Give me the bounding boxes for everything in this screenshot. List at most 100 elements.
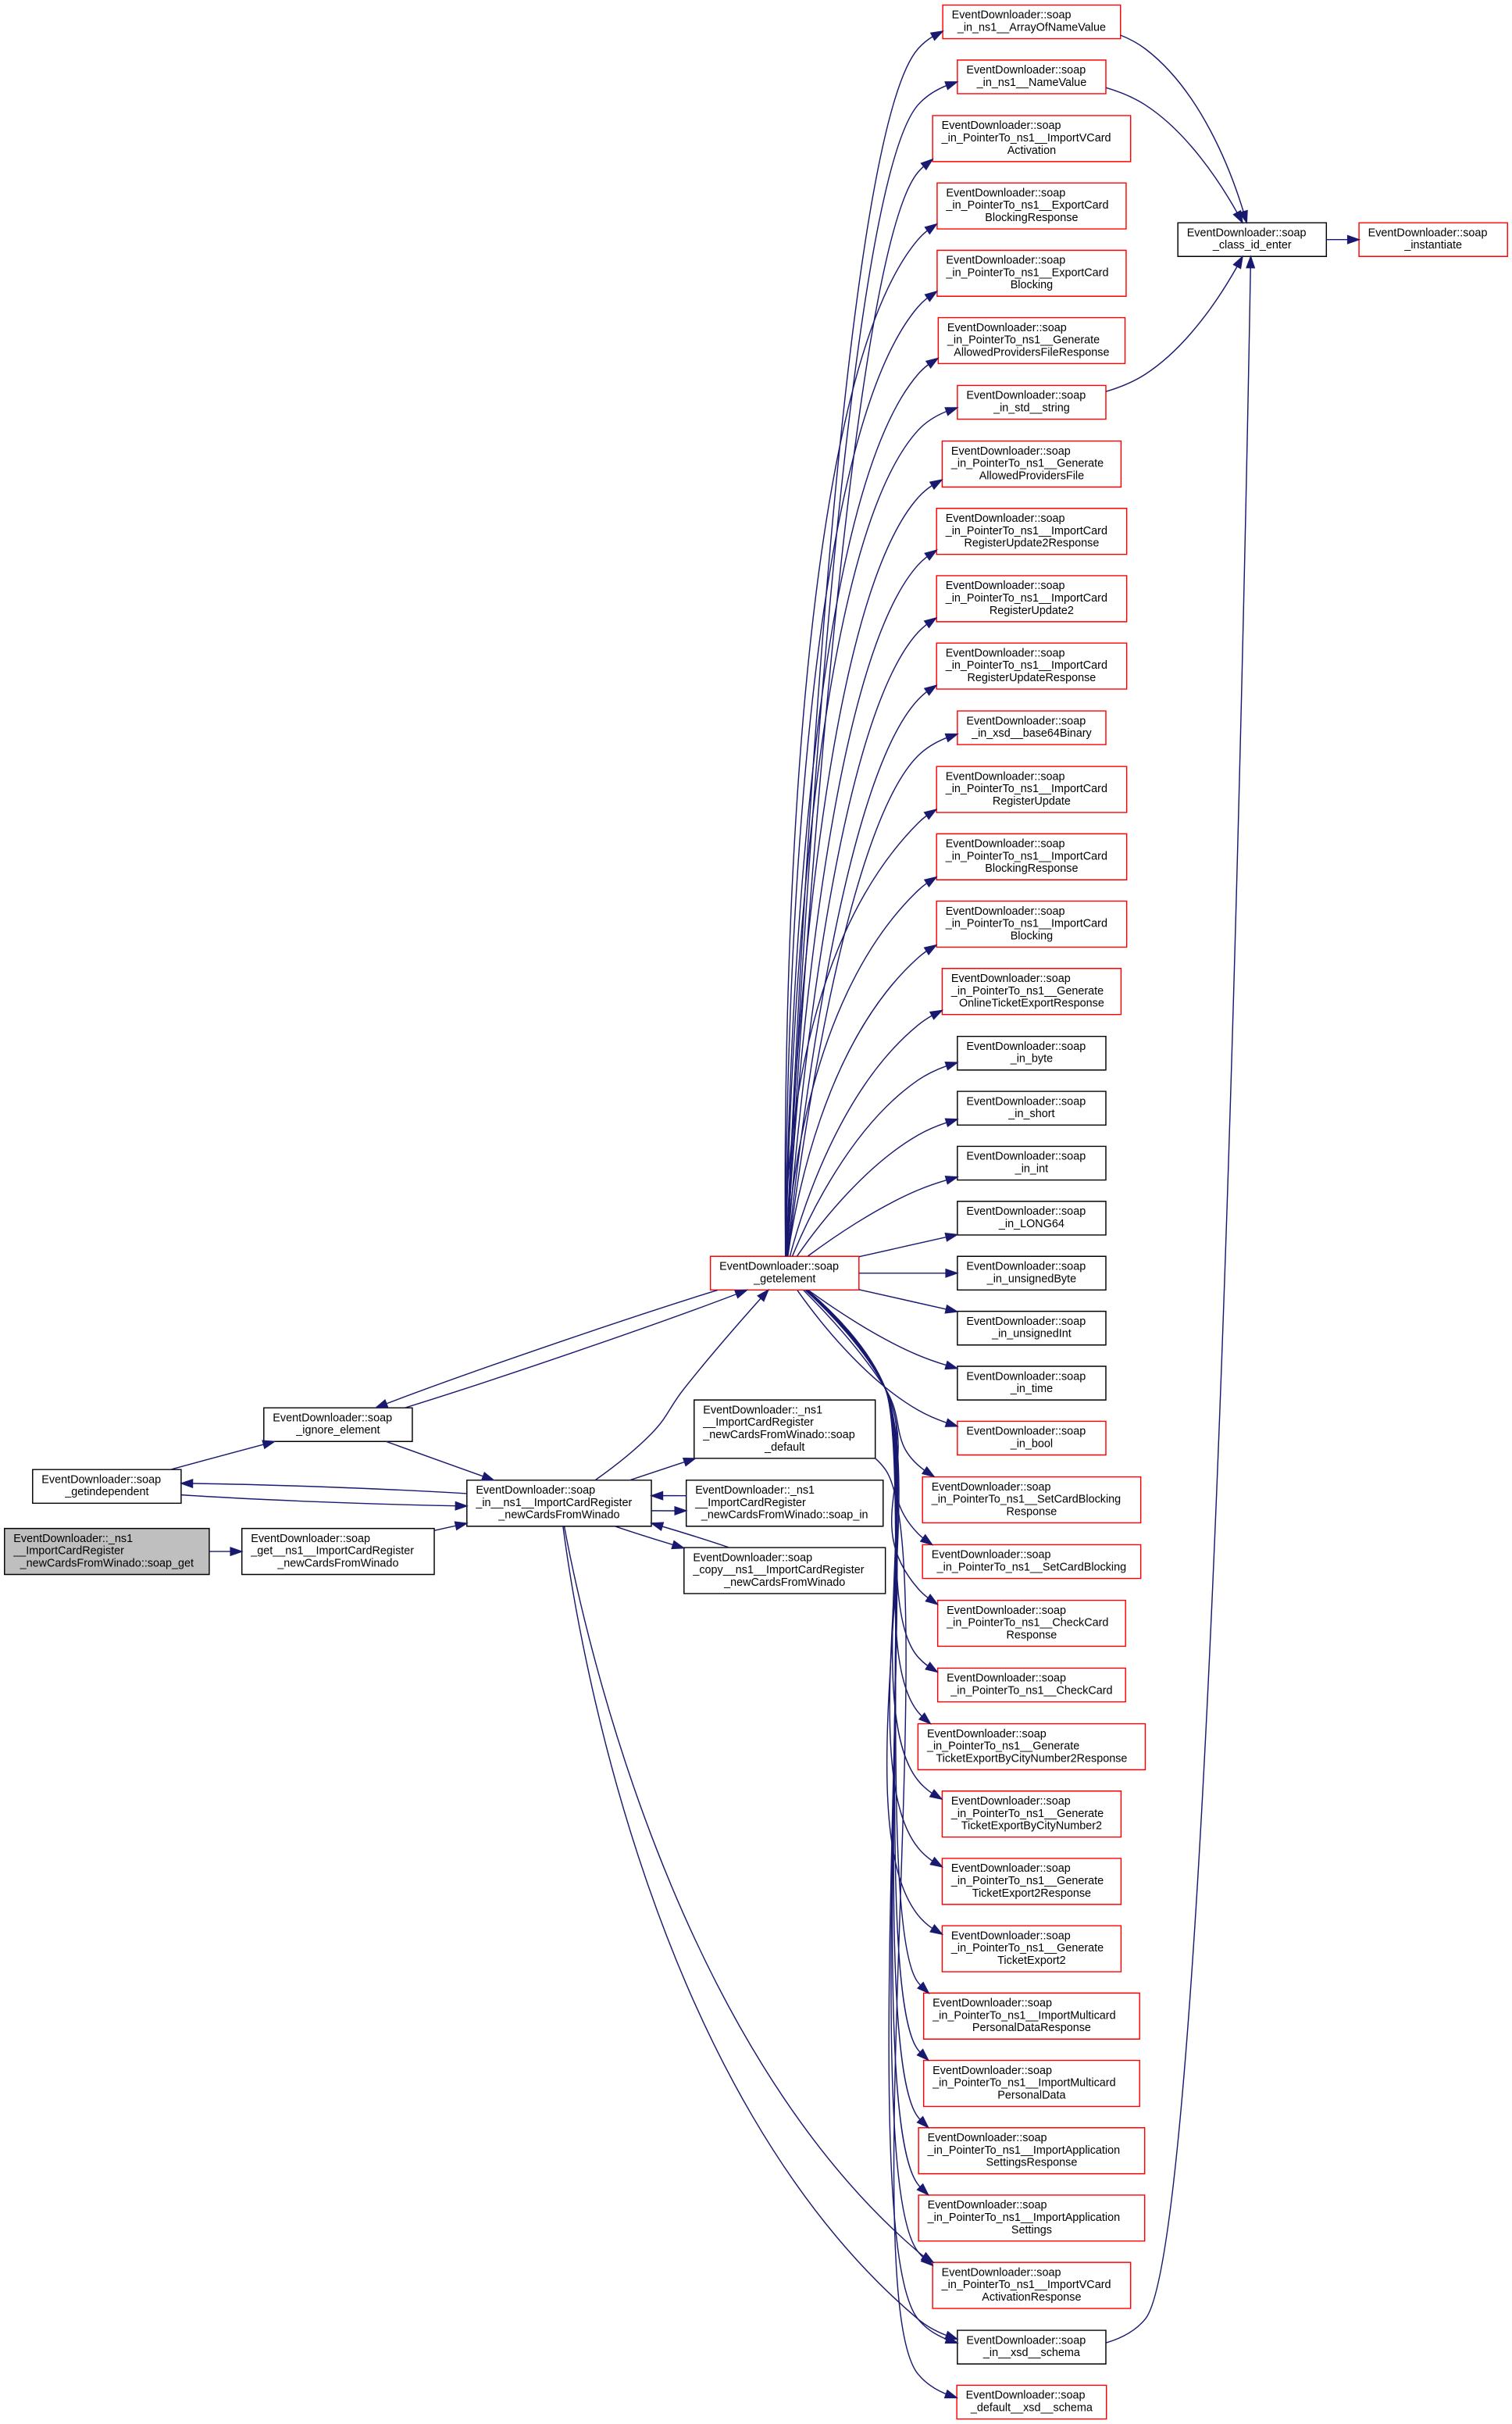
svg-text:_class_id_enter: _class_id_enter [1212,239,1292,252]
svg-text:_get__ns1__ImportCardRegister: _get__ns1__ImportCardRegister [250,1545,414,1558]
svg-text:_in__xsd__schema: _in__xsd__schema [982,2347,1080,2359]
svg-text:_newCardsFromWinado: _newCardsFromWinado [497,1509,619,1522]
svg-text:_instantiate: _instantiate [1403,239,1462,252]
svg-text:_in_PointerTo_ns1__ImportCard: _in_PointerTo_ns1__ImportCard [945,659,1107,672]
svg-text:_in_PointerTo_ns1__SetCardBloc: _in_PointerTo_ns1__SetCardBlocking [931,1494,1121,1506]
svg-text:EventDownloader::soap: EventDownloader::soap [946,187,1065,199]
svg-text:_default: _default [764,1441,804,1454]
svg-text:EventDownloader::soap: EventDownloader::soap [693,1551,812,1564]
svg-text:TicketExportByCityNumber2Respo: TicketExportByCityNumber2Response [936,1752,1127,1765]
svg-text:EventDownloader::soap: EventDownloader::soap [476,1484,595,1497]
svg-text:_in_std__string: _in_std__string [993,402,1070,415]
svg-text:EventDownloader::soap: EventDownloader::soap [966,1041,1086,1053]
svg-text:EventDownloader::soap: EventDownloader::soap [966,1426,1086,1438]
svg-text:_in_LONG64: _in_LONG64 [998,1218,1064,1230]
svg-text:_in_PointerTo_ns1__ExportCard: _in_PointerTo_ns1__ExportCard [945,266,1108,279]
svg-text:_in_PointerTo_ns1__Generate: _in_PointerTo_ns1__Generate [947,334,1100,347]
svg-text:EventDownloader::soap: EventDownloader::soap [947,322,1067,334]
svg-text:_default__xsd__schema: _default__xsd__schema [970,2401,1093,2414]
svg-text:_in_PointerTo_ns1__Generate: _in_PointerTo_ns1__Generate [950,985,1104,998]
svg-text:EventDownloader::_ns1: EventDownloader::_ns1 [703,1404,822,1416]
svg-text:EventDownloader::soap: EventDownloader::soap [951,1862,1071,1875]
svg-text:Response: Response [1007,1505,1057,1518]
svg-text:EventDownloader::soap: EventDownloader::soap [932,1549,1051,1562]
svg-text:_in_PointerTo_ns1__ImportAppli: _in_PointerTo_ns1__ImportApplication [927,2144,1120,2157]
svg-text:EventDownloader::soap: EventDownloader::soap [273,1412,392,1424]
svg-text:EventDownloader::soap: EventDownloader::soap [947,1605,1066,1617]
svg-text:EventDownloader::soap: EventDownloader::soap [966,1095,1086,1108]
svg-text:EventDownloader::soap: EventDownloader::soap [927,1728,1047,1740]
svg-text:EventDownloader::soap: EventDownloader::soap [966,2334,1086,2347]
svg-text:EventDownloader::soap: EventDownloader::soap [942,2266,1061,2279]
svg-text:EventDownloader::soap: EventDownloader::soap [966,1261,1086,1273]
svg-text:AllowedProvidersFile: AllowedProvidersFile [979,469,1084,482]
svg-text:_in_PointerTo_ns1__Generate: _in_PointerTo_ns1__Generate [950,1808,1104,1820]
svg-text:RegisterUpdateResponse: RegisterUpdateResponse [967,672,1096,684]
svg-text:BlockingResponse: BlockingResponse [985,212,1078,224]
svg-text:EventDownloader::soap: EventDownloader::soap [966,1370,1086,1383]
svg-text:BlockingResponse: BlockingResponse [985,862,1078,875]
svg-text:AllowedProvidersFileResponse: AllowedProvidersFileResponse [954,346,1109,359]
svg-text:TicketExportByCityNumber2: TicketExportByCityNumber2 [961,1820,1102,1833]
svg-text:RegisterUpdate2Response: RegisterUpdate2Response [964,537,1099,550]
svg-text:_in_PointerTo_ns1__ImportVCard: _in_PointerTo_ns1__ImportVCard [941,2279,1111,2291]
svg-text:_in_PointerTo_ns1__CheckCard: _in_PointerTo_ns1__CheckCard [950,1685,1112,1698]
svg-text:Blocking: Blocking [1011,930,1053,942]
svg-text:EventDownloader::soap: EventDownloader::soap [942,120,1061,132]
svg-text:OnlineTicketExportResponse: OnlineTicketExportResponse [959,998,1104,1010]
svg-text:__ImportCardRegister: __ImportCardRegister [694,1497,806,1509]
svg-text:SettingsResponse: SettingsResponse [986,2157,1078,2169]
svg-text:_in_PointerTo_ns1__ImportMulti: _in_PointerTo_ns1__ImportMulticard [932,2077,1115,2090]
svg-text:_in_byte: _in_byte [1010,1053,1053,1066]
svg-text:EventDownloader::soap: EventDownloader::soap [928,2132,1047,2144]
svg-text:EventDownloader::soap: EventDownloader::soap [946,647,1065,659]
svg-text:Blocking: Blocking [1011,279,1053,291]
svg-text:Settings: Settings [1011,2224,1052,2237]
svg-text:_in_PointerTo_ns1__SetCardBloc: _in_PointerTo_ns1__SetCardBlocking [936,1562,1126,1574]
svg-text:_newCardsFromWinado::soap: _newCardsFromWinado::soap [702,1429,854,1441]
svg-text:EventDownloader::soap: EventDownloader::soap [932,1481,1051,1494]
svg-text:EventDownloader::soap: EventDownloader::soap [952,9,1072,22]
svg-text:EventDownloader::soap: EventDownloader::soap [251,1533,370,1545]
svg-text:_newCardsFromWinado: _newCardsFromWinado [723,1576,845,1589]
svg-text:_in_PointerTo_ns1__Generate: _in_PointerTo_ns1__Generate [950,1942,1104,1955]
svg-text:_in_PointerTo_ns1__ImportMulti: _in_PointerTo_ns1__ImportMulticard [932,2009,1115,2022]
svg-text:EventDownloader::soap: EventDownloader::soap [951,973,1071,985]
svg-text:_newCardsFromWinado::soap_in: _newCardsFromWinado::soap_in [701,1509,868,1522]
svg-text:EventDownloader::_ns1: EventDownloader::_ns1 [13,1533,133,1545]
svg-text:_newCardsFromWinado: _newCardsFromWinado [276,1557,398,1569]
svg-text:EventDownloader::soap: EventDownloader::soap [1368,227,1488,239]
svg-text:_in_PointerTo_ns1__ImportCard: _in_PointerTo_ns1__ImportCard [945,783,1107,795]
svg-text:_ignore_element: _ignore_element [295,1424,380,1437]
svg-text:Activation: Activation [1007,145,1056,157]
svg-text:_getelement: _getelement [753,1273,815,1285]
svg-text:RegisterUpdate: RegisterUpdate [993,795,1071,808]
svg-text:EventDownloader::soap: EventDownloader::soap [966,1316,1086,1328]
svg-text:_in_PointerTo_ns1__Generate: _in_PointerTo_ns1__Generate [950,1875,1104,1887]
svg-text:_getindependent: _getindependent [64,1486,148,1498]
svg-text:_copy__ns1__ImportCardRegister: _copy__ns1__ImportCardRegister [692,1564,864,1576]
svg-text:_in_PointerTo_ns1__CheckCard: _in_PointerTo_ns1__CheckCard [946,1617,1108,1630]
svg-text:RegisterUpdate2: RegisterUpdate2 [990,605,1074,617]
svg-text:_in_PointerTo_ns1__ImportCard: _in_PointerTo_ns1__ImportCard [945,850,1107,862]
svg-text:TicketExport2Response: TicketExport2Response [972,1887,1091,1900]
svg-text:EventDownloader::soap: EventDownloader::soap [966,715,1086,727]
svg-text:_in_PointerTo_ns1__ExportCard: _in_PointerTo_ns1__ExportCard [945,199,1108,212]
svg-text:EventDownloader::soap: EventDownloader::soap [933,1997,1052,2010]
svg-text:_in_unsignedInt: _in_unsignedInt [991,1328,1072,1341]
svg-text:EventDownloader::soap: EventDownloader::soap [946,905,1065,918]
svg-text:ActivationResponse: ActivationResponse [982,2291,1081,2304]
svg-text:_in_PointerTo_ns1__ImportCard: _in_PointerTo_ns1__ImportCard [945,592,1107,605]
svg-text:EventDownloader::soap: EventDownloader::soap [951,445,1071,458]
svg-text:EventDownloader::soap: EventDownloader::soap [933,2065,1052,2077]
svg-text:_in_xsd__base64Binary: _in_xsd__base64Binary [971,727,1092,740]
svg-text:EventDownloader::soap: EventDownloader::soap [947,1673,1066,1685]
svg-text:TicketExport2: TicketExport2 [997,1955,1065,1967]
svg-text:_in_PointerTo_ns1__Generate: _in_PointerTo_ns1__Generate [926,1740,1079,1753]
svg-text:_newCardsFromWinado::soap_get: _newCardsFromWinado::soap_get [20,1557,194,1569]
svg-text:_in_bool: _in_bool [1010,1437,1053,1450]
svg-text:Response: Response [1007,1629,1057,1641]
svg-text:_in_unsignedByte: _in_unsignedByte [986,1273,1076,1285]
svg-text:_in_PointerTo_ns1__ImportVCard: _in_PointerTo_ns1__ImportVCard [941,132,1111,145]
svg-text:EventDownloader::soap: EventDownloader::soap [1187,227,1307,239]
